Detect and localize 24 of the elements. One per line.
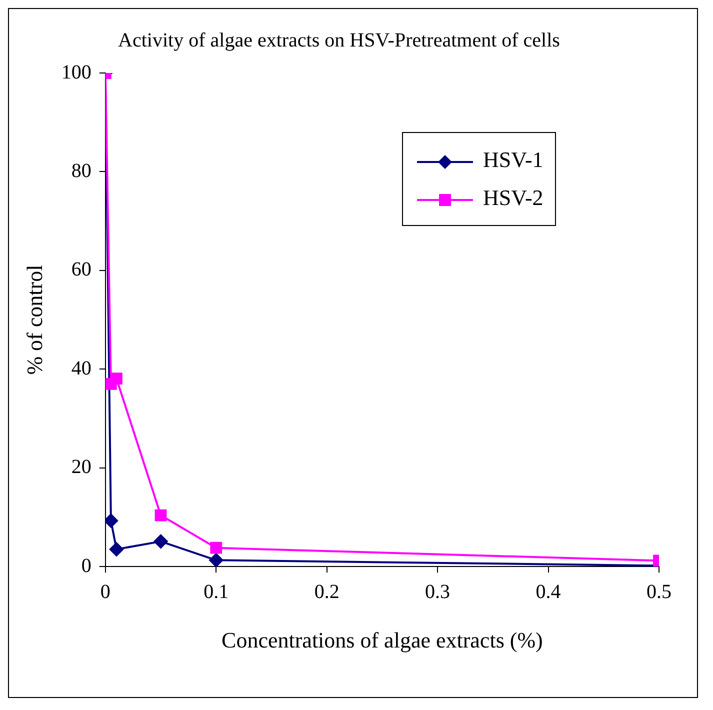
point — [154, 509, 167, 522]
y-tick-label: 20 — [71, 456, 92, 478]
point — [210, 542, 222, 554]
y-tick-label: 100 — [61, 61, 92, 84]
point — [209, 553, 224, 567]
y-tick-label: 40 — [71, 357, 92, 380]
legend-label: HSV-1 — [482, 147, 544, 172]
point — [109, 542, 124, 556]
x-tick-label: 0 — [100, 580, 110, 603]
x-axis-title: Concentrations of algae extracts (%) — [222, 628, 543, 653]
y-axis-title: % of control — [22, 264, 47, 375]
x-tick-label: 0.5 — [646, 580, 672, 603]
x-tick-label: 0.1 — [204, 580, 229, 603]
y-tick-label: 60 — [71, 258, 92, 281]
x-tick-label: 0.2 — [314, 580, 340, 603]
y-tick-label: 80 — [71, 160, 92, 182]
point — [154, 534, 168, 548]
y-tick-label: 0 — [81, 554, 92, 577]
x-tick-label: 0.3 — [425, 580, 450, 603]
point — [110, 372, 122, 384]
point — [105, 514, 118, 528]
chart-title: Activity of algae extracts on HSV-Pretreatment of cells — [118, 29, 560, 52]
legend-label: HSV-2 — [482, 185, 544, 210]
x-tick-label: 0.4 — [536, 580, 561, 603]
